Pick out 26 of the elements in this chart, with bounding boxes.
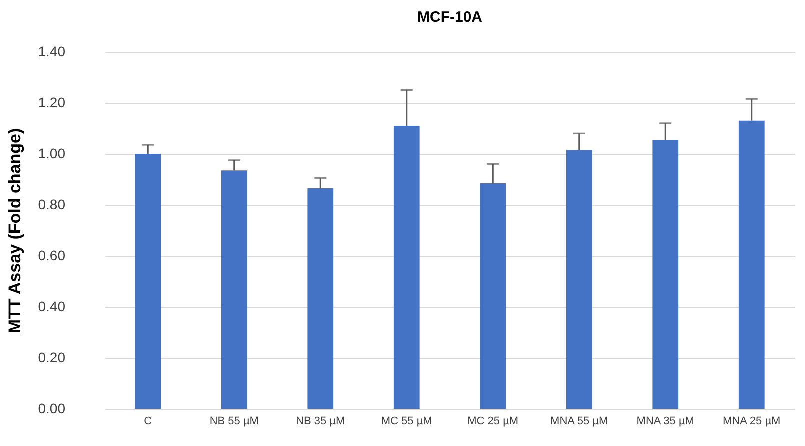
x-tick-label: NB 35 µM	[296, 416, 346, 428]
bar	[394, 126, 420, 409]
bar	[221, 170, 248, 409]
x-tick-label: C	[144, 416, 152, 428]
bar	[738, 120, 765, 409]
y-tick-label: 0.60	[38, 248, 66, 264]
x-tick-label: NB 55 µM	[210, 416, 259, 428]
bar	[308, 188, 334, 409]
x-tick-label: MNA 55 µM	[550, 416, 608, 428]
bar	[652, 140, 679, 409]
y-tick-label: 0.40	[38, 298, 66, 314]
bar	[566, 150, 592, 409]
y-tick-label: 1.20	[38, 94, 66, 110]
bar	[480, 183, 506, 409]
x-tick-label: MNA 25 µM	[723, 416, 781, 428]
y-axis-title: MTT Assay (Fold change)	[5, 128, 24, 334]
x-tick-label: MNA 35 µM	[636, 416, 694, 428]
y-tick-label: 1.00	[38, 146, 66, 162]
y-tick-label: 0.80	[38, 196, 66, 212]
y-tick-label: 1.40	[38, 44, 66, 60]
x-tick-label: MC 25 µM	[468, 416, 519, 428]
bar	[135, 154, 162, 409]
x-tick-label: MC 55 µM	[381, 416, 432, 428]
chart-title: MCF-10A	[417, 9, 483, 26]
y-tick-label: 0.20	[38, 350, 66, 366]
y-tick-label: 0.00	[38, 400, 66, 416]
